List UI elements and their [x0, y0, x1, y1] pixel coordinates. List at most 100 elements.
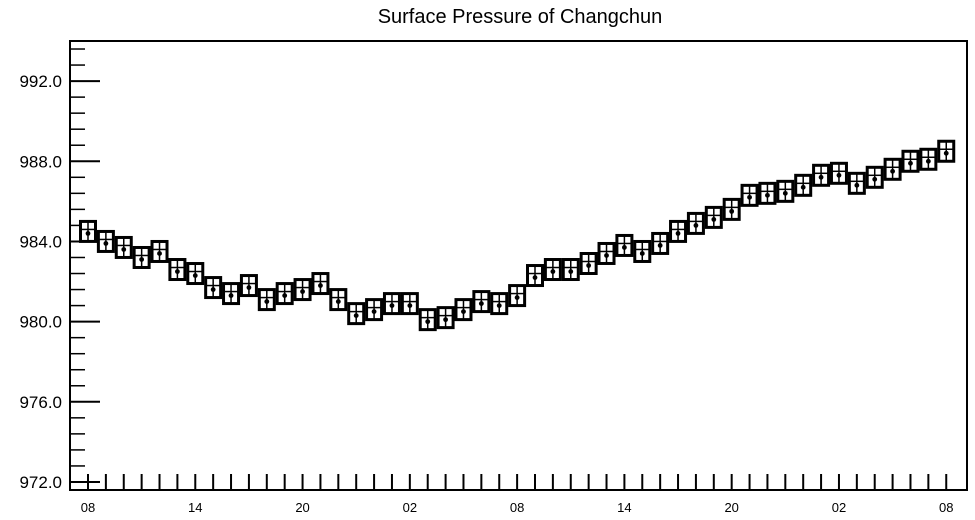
marker-dot [639, 251, 645, 256]
data-point [454, 298, 473, 322]
data-point [382, 292, 401, 316]
data-point [829, 161, 848, 185]
marker-dot [782, 190, 788, 196]
marker-dot [890, 168, 895, 174]
data-point [490, 292, 509, 316]
data-point [96, 229, 115, 253]
marker-dot [514, 295, 520, 300]
data-point [812, 163, 831, 187]
marker-dot [443, 317, 448, 323]
y-tick-label: 988.0 [19, 152, 62, 171]
marker-dot [765, 192, 770, 198]
x-tick-label: 20 [295, 500, 309, 515]
data-point [222, 282, 241, 306]
marker-dot [925, 158, 931, 164]
marker-dot [353, 313, 359, 319]
marker-dot [282, 293, 288, 298]
data-point [543, 258, 562, 282]
marker-dot [478, 301, 484, 306]
x-tick-label: 14 [617, 500, 631, 515]
marker-dot [532, 275, 538, 280]
data-point [597, 241, 616, 265]
data-point [561, 258, 580, 282]
marker-dot [157, 251, 162, 256]
y-tick-label: 972.0 [19, 473, 62, 492]
x-tick-label: 08 [510, 500, 524, 515]
data-point [919, 147, 938, 171]
marker-dot [389, 303, 395, 308]
marker-dot [818, 174, 824, 180]
data-point [901, 149, 920, 173]
data-point [865, 165, 884, 189]
x-tick-label: 08 [939, 500, 953, 515]
marker-dot [264, 299, 270, 304]
data-point [365, 298, 384, 322]
marker-dot [747, 194, 752, 200]
data-point [204, 276, 223, 300]
data-point [758, 181, 777, 205]
plot-frame [69, 40, 968, 491]
x-tick-label: 20 [724, 500, 738, 515]
x-tick-label: 14 [188, 500, 202, 515]
chart-title: Surface Pressure of Changchun [378, 6, 663, 28]
x-axis: 08 14 20 02 08 14 20 02 08 [81, 474, 953, 515]
data-point [740, 183, 759, 207]
marker-dot [228, 293, 234, 298]
marker-dot [550, 269, 556, 274]
data-point [722, 197, 741, 221]
y-tick-label: 992.0 [19, 72, 62, 91]
data-point [293, 278, 312, 302]
marker-dot [586, 263, 592, 268]
marker-dot [711, 216, 717, 222]
marker-dot [192, 273, 198, 278]
data-point [311, 272, 330, 296]
marker-dot [318, 283, 323, 288]
marker-dot [246, 285, 252, 290]
marker-dot [872, 176, 878, 182]
y-axis: 972.0 976.0 980.0 984.0 988.0 992.0 [19, 48, 100, 492]
marker-dot [407, 303, 413, 308]
data-point [937, 139, 956, 163]
marker-dot [496, 303, 502, 308]
x-tick-label: 08 [81, 500, 95, 515]
marker-dot [568, 269, 574, 274]
marker-dot [729, 208, 735, 214]
data-point [79, 219, 97, 243]
marker-dot [103, 241, 109, 246]
marker-dot [139, 257, 145, 262]
data-point [257, 288, 276, 312]
data-point [776, 179, 795, 203]
data-point [615, 233, 634, 257]
marker-dot [300, 289, 305, 294]
marker-dot [854, 182, 860, 188]
data-point [347, 302, 366, 326]
data-point [239, 274, 258, 298]
data-point [150, 239, 169, 263]
data-point [436, 306, 455, 330]
marker-dot [836, 172, 842, 178]
data-point [329, 288, 348, 312]
data-point [186, 262, 205, 286]
x-tick-label: 02 [832, 500, 846, 515]
data-point [400, 292, 419, 316]
data-point [686, 211, 705, 235]
y-tick-label: 980.0 [19, 313, 62, 332]
data-point [651, 231, 670, 255]
marker-dot [943, 150, 949, 156]
marker-dot [371, 309, 377, 315]
marker-dot [461, 309, 466, 315]
data-point [418, 308, 437, 332]
data-point [275, 282, 294, 306]
data-point [883, 157, 902, 181]
marker-dot [335, 299, 341, 304]
marker-dot [908, 160, 913, 166]
data-point [132, 245, 151, 269]
y-tick-label: 976.0 [19, 393, 62, 412]
data-point [508, 284, 527, 308]
marker-dot [693, 223, 699, 228]
marker-dot [622, 245, 627, 250]
marker-dot [210, 287, 216, 292]
marker-dot [175, 269, 180, 274]
